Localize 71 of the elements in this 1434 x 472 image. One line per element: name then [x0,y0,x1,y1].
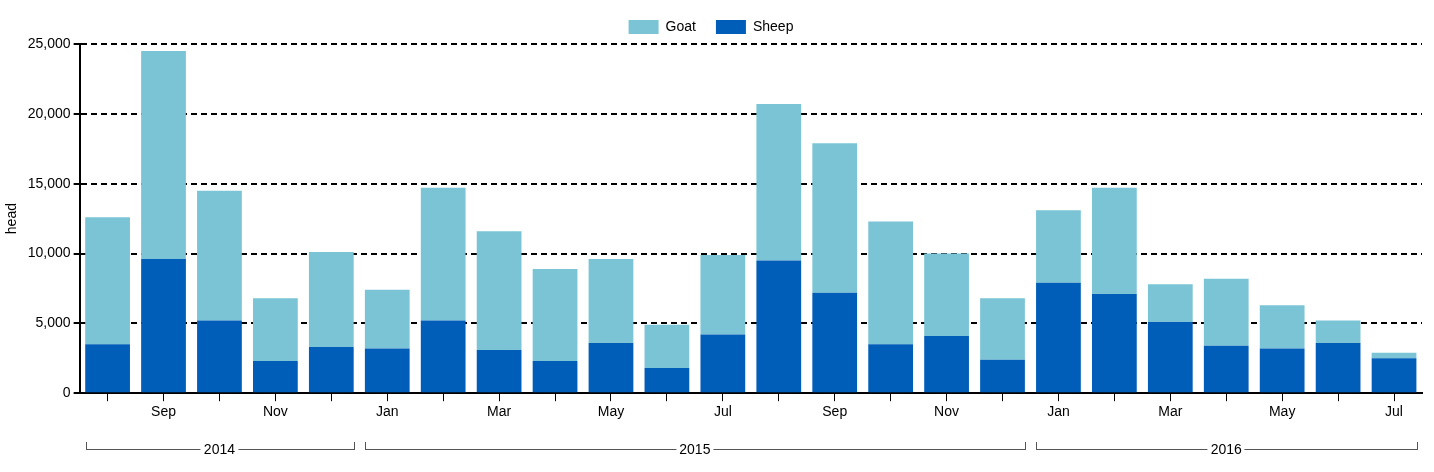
bar [420,187,466,321]
bar [532,268,578,362]
bar [700,254,746,335]
bar [1259,348,1305,393]
bar [1036,210,1081,283]
bar [980,359,1025,393]
bar [197,190,242,321]
y-tick-label: 5,000 [35,314,71,331]
bar [700,334,746,393]
bar [364,289,410,349]
bar [141,259,186,393]
bar [85,217,130,345]
x-tick-label: Nov [934,403,960,420]
bar [644,368,690,393]
legend-label: Goat [665,17,697,34]
y-tick-label: 25,000 [27,34,71,51]
bar [588,259,634,343]
bar [308,347,354,393]
bar [308,252,354,348]
bar [476,231,522,350]
text: 2015 [676,441,714,457]
x-tick-label: May [1268,403,1296,420]
bar [1092,294,1137,393]
bar [532,361,578,393]
legend-label: Sheep [752,17,794,34]
y-tick-label: 15,000 [27,174,71,191]
bar [1315,320,1361,343]
y-tick-label: 0 [62,384,71,401]
y-tick-label: 20,000 [27,104,71,121]
bar [1203,345,1249,393]
bar [1315,342,1361,393]
x-tick-label: Sep [822,403,848,420]
x-tick-label: Sep [151,403,177,420]
x-tick-label: Jan [1047,403,1070,420]
bar [1371,358,1417,393]
text: 2014 [200,441,239,457]
x-tick-label: Jul [1385,403,1403,420]
bar [1203,278,1249,346]
y-tick-label: 10,000 [27,244,71,261]
bar [756,104,802,261]
bar [588,342,634,393]
bar [812,143,858,293]
x-tick-label: Mar [1158,403,1183,420]
bar [924,253,969,336]
x-tick-label: Jan [375,403,399,420]
bar [1036,282,1081,393]
bar [644,324,690,369]
bar [980,298,1025,360]
x-tick-label: Jul [713,403,732,420]
bar [85,344,130,393]
bar [756,260,802,393]
bar [1147,284,1193,322]
bar [476,349,522,393]
x-tick-label: May [597,403,625,420]
x-tick-label: Mar [487,403,512,420]
bar [868,344,914,393]
y-axis-title: head [3,203,20,235]
bar [924,335,969,393]
bar [141,50,186,260]
x-tick-label: Nov [262,403,288,420]
bar [1259,305,1305,349]
bar [868,221,914,345]
bar [420,320,466,393]
bar [1092,187,1137,295]
bar [197,320,242,393]
bar [253,361,298,393]
bar [364,348,410,393]
bar [1147,321,1193,393]
bar [812,292,858,393]
bar [253,298,298,362]
text: 2016 [1207,441,1245,457]
